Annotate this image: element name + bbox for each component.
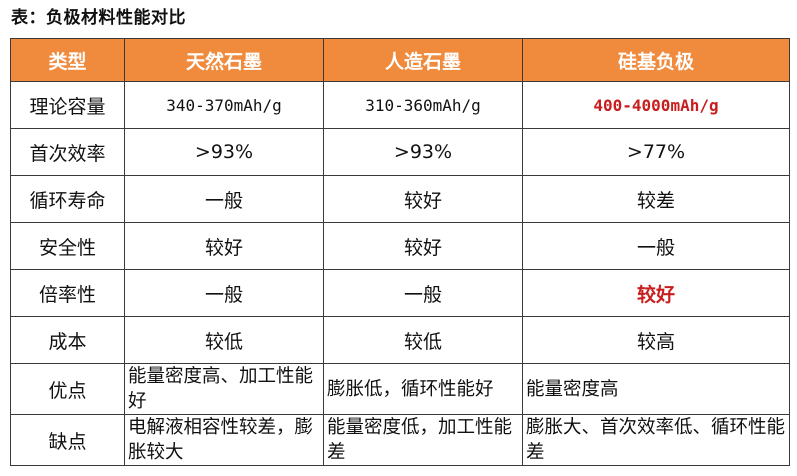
table-cell: 较好 <box>323 175 523 223</box>
table-cell: 较差 <box>522 175 790 223</box>
row-label: 安全性 <box>10 222 125 270</box>
table-cell: 膨胀低，循环性能好 <box>323 363 523 415</box>
column-header-artificial-graphite: 人造石墨 <box>323 38 523 82</box>
table-cell: 膨胀大、首次效率低、循环性能差 <box>522 414 790 466</box>
table-cell: 一般 <box>124 175 324 223</box>
table-row: 缺点 电解液相容性较差，膨胀较大 能量密度低，加工性能差 膨胀大、首次效率低、循… <box>10 414 790 466</box>
table-row: 首次效率 >93% >93% >77% <box>10 128 790 176</box>
table-cell: 340-370mAh/g <box>124 81 324 129</box>
table-row: 成本 较低 较低 较高 <box>10 316 790 364</box>
comparison-table: 类型 天然石墨 人造石墨 硅基负极 理论容量 340-370mAh/g 310-… <box>10 38 790 466</box>
column-header-silicon-anode: 硅基负极 <box>522 38 790 82</box>
row-label: 首次效率 <box>10 128 125 176</box>
table-cell-highlight: 400-4000mAh/g <box>522 81 790 129</box>
table-cell: 一般 <box>124 269 324 317</box>
table-cell: 能量密度高、加工性能好 <box>124 363 324 415</box>
table-row: 优点 能量密度高、加工性能好 膨胀低，循环性能好 能量密度高 <box>10 363 790 415</box>
table-row: 理论容量 340-370mAh/g 310-360mAh/g 400-4000m… <box>10 81 790 129</box>
table-cell: 一般 <box>522 222 790 270</box>
row-label: 成本 <box>10 316 125 364</box>
table-row: 倍率性 一般 一般 较好 <box>10 269 790 317</box>
table-cell: 能量密度高 <box>522 363 790 415</box>
table-cell: 较高 <box>522 316 790 364</box>
column-header-type: 类型 <box>10 38 125 82</box>
table-row: 循环寿命 一般 较好 较差 <box>10 175 790 223</box>
table-cell: 较低 <box>323 316 523 364</box>
table-cell-highlight: 较好 <box>522 269 790 317</box>
table-cell: >93% <box>323 128 523 176</box>
table-row: 安全性 较好 较好 一般 <box>10 222 790 270</box>
table-cell: 较好 <box>323 222 523 270</box>
row-label: 优点 <box>10 363 125 415</box>
row-label: 理论容量 <box>10 81 125 129</box>
table-cell: 310-360mAh/g <box>323 81 523 129</box>
table-cell: 电解液相容性较差，膨胀较大 <box>124 414 324 466</box>
table-cell: 较低 <box>124 316 324 364</box>
header-row: 类型 天然石墨 人造石墨 硅基负极 <box>10 38 790 82</box>
row-label: 倍率性 <box>10 269 125 317</box>
table-caption: 表：负极材料性能对比 <box>11 8 186 28</box>
table-cell: 能量密度低，加工性能差 <box>323 414 523 466</box>
column-header-natural-graphite: 天然石墨 <box>124 38 324 82</box>
row-label: 循环寿命 <box>10 175 125 223</box>
table-cell: 较好 <box>124 222 324 270</box>
table-cell: >93% <box>124 128 324 176</box>
row-label: 缺点 <box>10 414 125 466</box>
table-cell: 一般 <box>323 269 523 317</box>
table-cell: >77% <box>522 128 790 176</box>
